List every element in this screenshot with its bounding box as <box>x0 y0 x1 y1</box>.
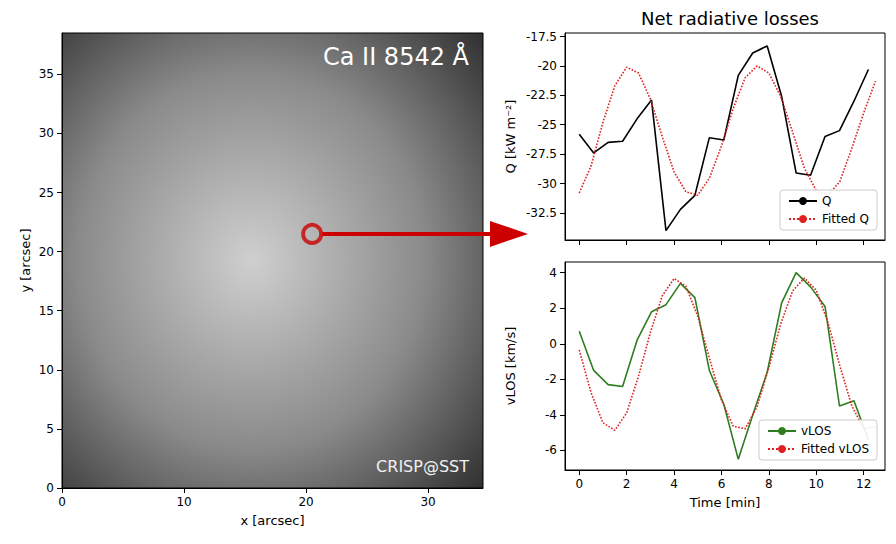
svg-text:x [arcsec]: x [arcsec] <box>240 513 304 528</box>
svg-text:-4: -4 <box>545 408 557 422</box>
svg-text:0: 0 <box>46 481 54 495</box>
svg-text:2: 2 <box>549 301 557 315</box>
svg-text:Q: Q <box>822 194 831 208</box>
svg-text:y [arcsec]: y [arcsec] <box>18 228 33 292</box>
svg-text:-20: -20 <box>537 59 557 73</box>
svg-text:30: 30 <box>420 495 435 509</box>
svg-text:8: 8 <box>765 477 773 491</box>
svg-text:30: 30 <box>39 126 54 140</box>
svg-text:Q [kW m⁻²]: Q [kW m⁻²] <box>503 100 518 174</box>
svg-text:4: 4 <box>549 266 557 280</box>
svg-text:10: 10 <box>176 495 191 509</box>
svg-text:vLOS [km/s]: vLOS [km/s] <box>503 327 518 406</box>
svg-text:-25: -25 <box>537 118 557 132</box>
svg-text:-17.5: -17.5 <box>526 30 557 44</box>
svg-text:2: 2 <box>623 477 631 491</box>
svg-text:0: 0 <box>549 337 557 351</box>
svg-text:-32.5: -32.5 <box>526 206 557 220</box>
svg-text:-6: -6 <box>545 443 557 457</box>
svg-text:20: 20 <box>39 245 54 259</box>
svg-text:12: 12 <box>856 477 871 491</box>
svg-text:10: 10 <box>39 363 54 377</box>
svg-text:-2: -2 <box>545 372 557 386</box>
svg-text:Time [min]: Time [min] <box>689 495 761 510</box>
svg-text:-22.5: -22.5 <box>526 88 557 102</box>
svg-text:-30: -30 <box>537 177 557 191</box>
svg-text:4: 4 <box>670 477 678 491</box>
svg-text:5: 5 <box>46 422 54 436</box>
svg-text:Fitted vLOS: Fitted vLOS <box>801 442 869 456</box>
svg-text:Ca II 8542 Å: Ca II 8542 Å <box>323 42 470 71</box>
svg-text:15: 15 <box>39 304 54 318</box>
svg-text:0: 0 <box>58 495 66 509</box>
svg-text:Fitted Q: Fitted Q <box>822 212 869 226</box>
svg-text:25: 25 <box>39 186 54 200</box>
svg-text:35: 35 <box>39 67 54 81</box>
svg-text:0: 0 <box>575 477 583 491</box>
svg-text:20: 20 <box>298 495 313 509</box>
svg-text:CRISP@SST: CRISP@SST <box>376 457 469 476</box>
svg-text:Net radiative losses: Net radiative losses <box>641 8 819 29</box>
svg-text:-27.5: -27.5 <box>526 147 557 161</box>
svg-text:vLOS: vLOS <box>801 424 831 438</box>
svg-text:6: 6 <box>718 477 726 491</box>
svg-text:10: 10 <box>809 477 824 491</box>
